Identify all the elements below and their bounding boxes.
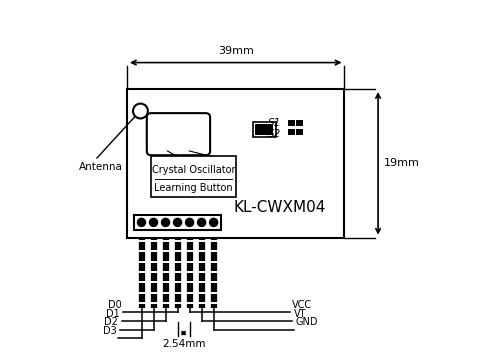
Text: D3: D3 (103, 326, 117, 336)
Text: Learning Button: Learning Button (154, 183, 233, 193)
Text: VCC: VCC (292, 300, 312, 310)
Circle shape (173, 218, 182, 226)
Bar (288, 129, 295, 135)
Text: 19mm: 19mm (383, 158, 419, 168)
Text: KL-CWXM04: KL-CWXM04 (233, 200, 325, 215)
Circle shape (161, 218, 170, 226)
Circle shape (186, 218, 194, 226)
Text: D2: D2 (104, 317, 118, 327)
Text: D0: D0 (108, 300, 122, 310)
Circle shape (149, 218, 157, 226)
FancyBboxPatch shape (147, 113, 210, 155)
Bar (252, 122, 275, 137)
Bar (151, 156, 236, 197)
Text: Antenna: Antenna (79, 162, 123, 171)
Text: 2.54mm: 2.54mm (162, 339, 205, 349)
Text: D1: D1 (106, 308, 120, 318)
Circle shape (137, 218, 145, 226)
Bar (134, 215, 221, 230)
Text: VT: VT (294, 308, 306, 318)
Text: 39mm: 39mm (218, 46, 253, 56)
Circle shape (133, 104, 148, 119)
Circle shape (210, 218, 218, 226)
Text: S1: S1 (268, 118, 281, 128)
Bar (296, 129, 303, 135)
Circle shape (198, 218, 206, 226)
Text: GND: GND (295, 317, 318, 327)
Bar (127, 89, 345, 237)
Text: S2: S2 (268, 129, 281, 139)
Bar (254, 124, 273, 135)
Bar (288, 120, 295, 126)
Bar (296, 120, 303, 126)
Text: Crystal Oscillator: Crystal Oscillator (152, 165, 235, 175)
